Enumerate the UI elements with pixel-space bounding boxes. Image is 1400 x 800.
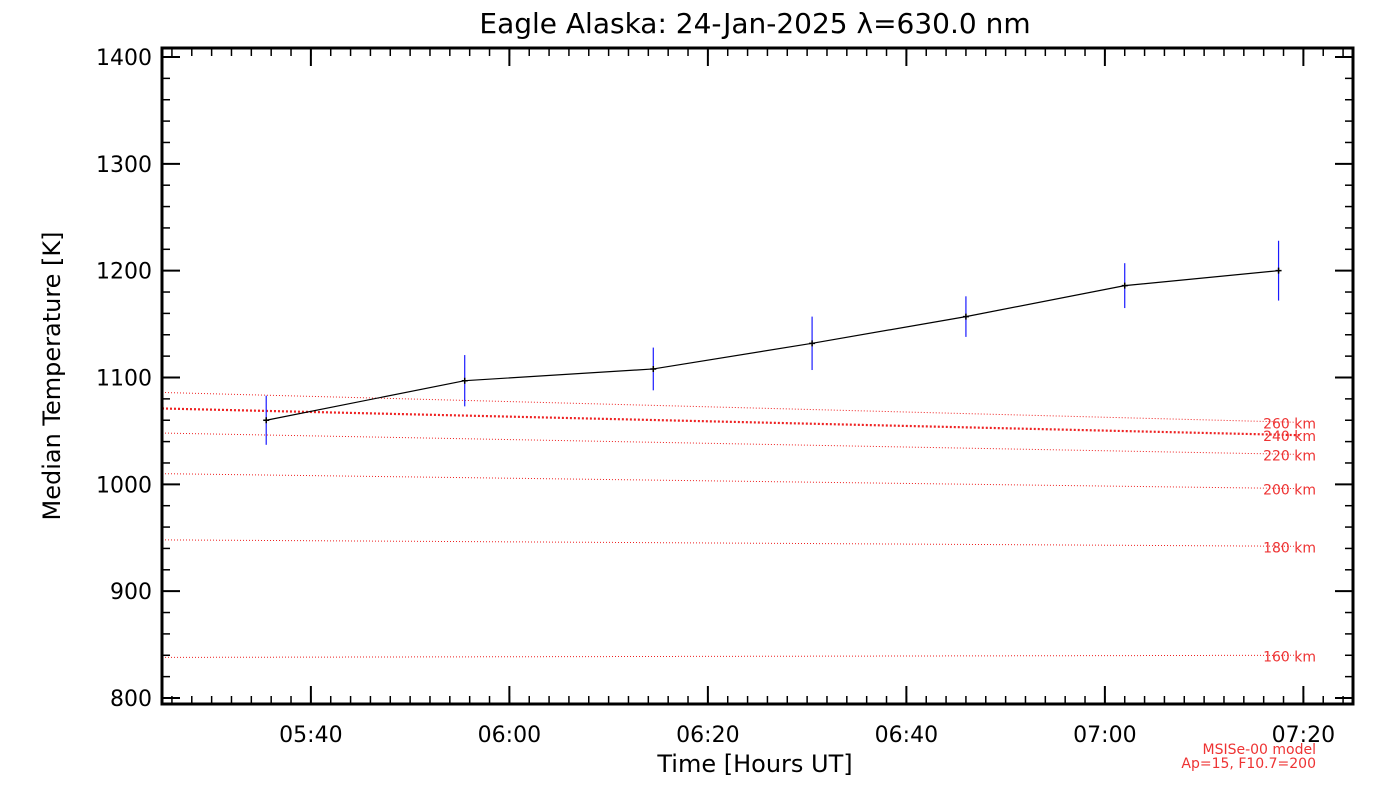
model-line-label: 180 km	[1263, 540, 1316, 556]
x-tick-label: 07:20	[1272, 723, 1335, 748]
model-line-label: 260 km	[1263, 416, 1316, 432]
model-line	[161, 391, 1301, 423]
model-annotation: MSISe-00 model	[1202, 742, 1316, 758]
x-tick-label: 05:40	[279, 723, 342, 748]
y-tick-label: 1200	[96, 260, 152, 285]
model-line	[161, 407, 1301, 437]
y-tick-label: 800	[110, 687, 152, 712]
x-tick-label: 06:20	[676, 723, 739, 748]
model-line	[161, 473, 1301, 490]
y-axis-label: Median Temperature [K]	[38, 231, 66, 520]
y-tick-label: 1000	[96, 473, 152, 498]
model-line	[161, 432, 1301, 455]
data-point	[263, 417, 270, 424]
model-line-label: 160 km	[1263, 649, 1316, 665]
y-tick-label: 900	[110, 580, 152, 605]
axis-ticks: 800 900 1000 1100 1200 1300 1400 05:40 06:00 06:2…	[96, 46, 1353, 748]
data-series	[263, 240, 1282, 445]
model-line	[161, 539, 1301, 547]
x-axis-label: Time [Hours UT]	[656, 750, 852, 778]
data-point	[650, 365, 657, 372]
model-line-label: 220 km	[1263, 448, 1316, 464]
model-line-label: 200 km	[1263, 483, 1316, 499]
data-point	[1275, 267, 1282, 274]
data-point	[962, 313, 969, 320]
x-tick-label: 06:40	[875, 723, 938, 748]
data-point	[461, 377, 468, 384]
x-tick-label: 06:00	[478, 723, 541, 748]
model-line-label: 240 km	[1263, 429, 1316, 445]
y-tick-label: 1400	[96, 46, 152, 71]
plot-frame	[160, 46, 1355, 706]
y-tick-label: 1100	[96, 367, 152, 392]
model-line	[161, 654, 1301, 658]
x-tick-label: 07:00	[1073, 723, 1136, 748]
model-parameters: Ap=15, F10.7=200	[1181, 756, 1316, 772]
data-point	[1121, 282, 1128, 289]
y-tick-label: 1300	[96, 153, 152, 178]
series-line	[266, 270, 1279, 421]
data-point	[809, 340, 816, 347]
chart-title: Eagle Alaska: 24-Jan-2025 λ=630.0 nm	[479, 7, 1030, 40]
